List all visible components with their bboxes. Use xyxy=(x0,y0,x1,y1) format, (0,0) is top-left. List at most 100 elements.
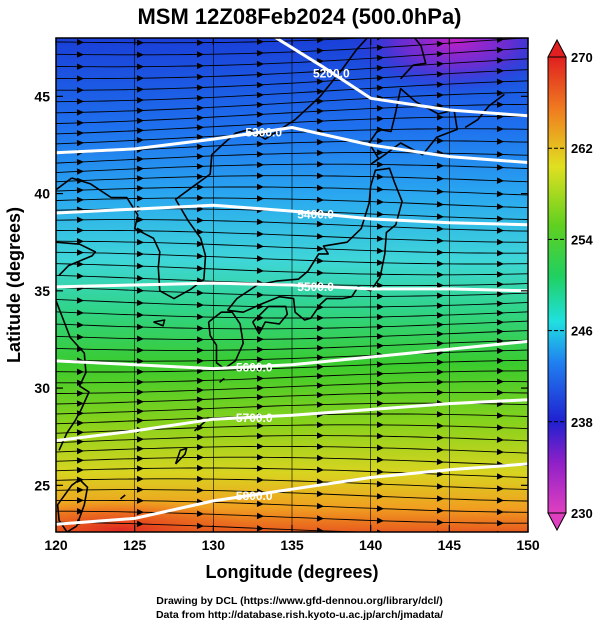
streamline xyxy=(56,370,528,384)
streamline-arrow xyxy=(76,309,84,316)
streamline-arrow xyxy=(496,271,504,278)
streamline-arrow xyxy=(496,67,504,75)
streamline-arrow xyxy=(136,185,144,192)
colorbar: 230 238 246 254 262 270 xyxy=(547,38,593,532)
streamline-arrow xyxy=(436,507,444,514)
streamline-arrow xyxy=(496,227,504,234)
streamline-arrow xyxy=(376,400,384,407)
streamline xyxy=(56,286,528,297)
streamline-arrow xyxy=(256,336,264,343)
streamline xyxy=(56,103,528,124)
streamline-arrow xyxy=(76,98,84,105)
streamline-arrow xyxy=(76,400,84,407)
streamline-arrow xyxy=(196,163,204,170)
contour-label: 5600.0 xyxy=(236,361,273,375)
streamline-arrow xyxy=(436,213,444,220)
streamline xyxy=(56,38,528,56)
streamline-arrow xyxy=(136,497,144,504)
streamline-arrow xyxy=(76,321,84,329)
streamline-arrow xyxy=(376,323,384,331)
streamline-arrow xyxy=(436,378,444,386)
streamline-arrow xyxy=(496,412,504,419)
streamline-arrow xyxy=(136,508,144,516)
y-axis-label: Latitude (degrees) xyxy=(4,207,24,363)
streamline xyxy=(56,175,528,183)
streamline-arrow xyxy=(376,293,384,300)
streamline-arrow xyxy=(376,84,384,92)
streamline-arrow xyxy=(136,275,144,282)
streamline-arrow xyxy=(256,525,264,532)
streamline-arrow xyxy=(436,125,444,133)
streamline-arrow xyxy=(136,262,144,270)
streamline-arrow xyxy=(376,456,384,463)
x-tick-label: 125 xyxy=(123,537,147,553)
streamline-arrow xyxy=(256,476,264,484)
streamline-arrow xyxy=(316,432,324,439)
streamline-arrow xyxy=(316,325,324,332)
triangle-up-icon xyxy=(547,38,567,58)
streamline-arrow xyxy=(76,51,84,58)
streamline-arrow xyxy=(496,347,504,355)
streamline-arrow xyxy=(496,328,504,335)
streamline-arrow xyxy=(256,403,264,410)
streamline-arrow xyxy=(77,75,84,82)
streamline-arrow xyxy=(436,368,444,376)
streamline-arrow xyxy=(316,466,324,473)
streamline-arrow xyxy=(376,421,384,429)
streamline xyxy=(56,339,528,351)
streamline-arrow xyxy=(376,468,384,475)
streamline-arrow xyxy=(436,260,444,267)
streamline-arrow xyxy=(196,62,204,70)
coastline xyxy=(226,167,403,321)
streamline-arrow xyxy=(376,444,384,451)
streamline-arrow xyxy=(496,177,504,184)
streamline-arrow xyxy=(496,309,504,317)
streamline-arrow xyxy=(256,230,264,238)
streamline-arrow xyxy=(436,292,444,299)
streamline-arrow xyxy=(496,101,504,108)
streamline-arrow xyxy=(196,104,204,112)
cold-core-region xyxy=(345,38,528,95)
streamline-arrow xyxy=(496,337,504,345)
streamline-arrow xyxy=(76,466,84,474)
streamline-arrow xyxy=(496,164,504,171)
streamline-arrow xyxy=(136,436,144,443)
streamline-arrow xyxy=(496,497,504,504)
streamline-arrow xyxy=(496,89,504,97)
contour-line xyxy=(56,339,528,371)
streamline xyxy=(56,163,528,173)
streamline-arrow xyxy=(496,424,504,431)
streamline-arrow xyxy=(136,323,144,331)
streamline-arrow xyxy=(136,127,144,134)
streamline-arrow xyxy=(316,490,324,497)
streamline-arrow xyxy=(76,438,84,445)
streamline-arrow xyxy=(136,445,144,453)
streamline-arrow xyxy=(496,190,504,198)
contour-label: 5200.0 xyxy=(313,66,350,80)
y-tick-label: 40 xyxy=(34,186,50,202)
streamline-arrow xyxy=(376,38,384,41)
streamline-arrow xyxy=(376,235,384,242)
streamline-arrow xyxy=(196,173,204,180)
streamline-arrow xyxy=(376,198,384,206)
streamline-arrow xyxy=(256,101,264,109)
streamline-arrow xyxy=(376,342,384,350)
streamline-arrow xyxy=(256,465,264,472)
streamline-arrow xyxy=(496,448,504,456)
streamline-arrow xyxy=(436,470,444,478)
streamline-arrow xyxy=(76,457,84,464)
streamline-arrow xyxy=(76,297,84,304)
streamline-arrow xyxy=(136,63,144,70)
streamline-arrow xyxy=(256,111,264,118)
streamline-arrow xyxy=(497,26,504,33)
streamline-arrow xyxy=(376,115,384,123)
streamline-arrow xyxy=(196,475,204,483)
streamline xyxy=(56,391,528,405)
streamline-arrow xyxy=(76,249,84,256)
streamline-arrow xyxy=(316,257,324,265)
streamline-arrow xyxy=(376,370,384,378)
streamline-arrow xyxy=(196,325,204,332)
streamline-arrow xyxy=(256,140,264,148)
y-tick-label: 35 xyxy=(34,283,50,299)
streamline-arrow xyxy=(136,250,144,258)
